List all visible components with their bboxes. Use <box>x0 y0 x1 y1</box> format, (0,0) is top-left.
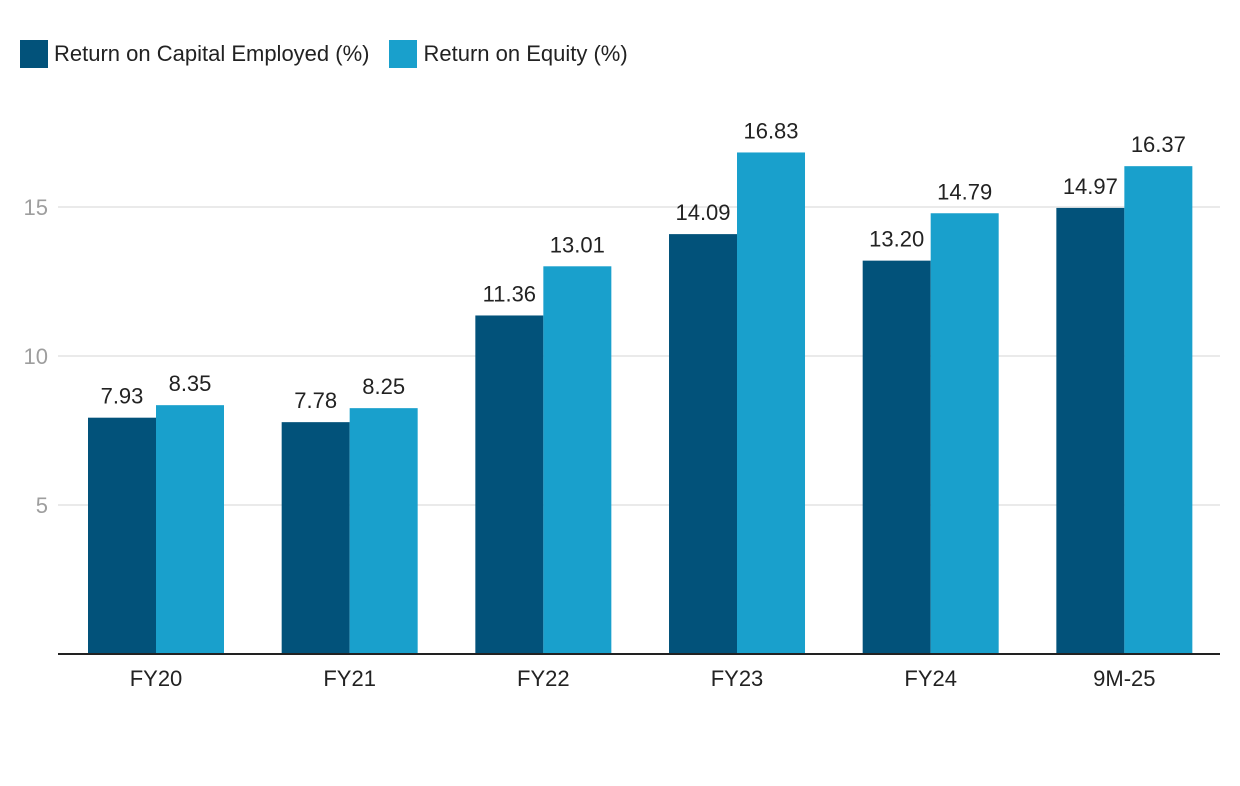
legend-label-roe: Return on Equity (%) <box>423 41 628 66</box>
legend: Return on Capital Employed (%) Return on… <box>20 40 648 68</box>
legend-swatch-roe <box>389 40 418 68</box>
data-label: 7.78 <box>294 388 337 413</box>
y-tick-label: 5 <box>36 493 48 518</box>
x-tick-label: FY23 <box>711 666 764 691</box>
legend-item-roe: Return on Equity (%) <box>389 40 628 68</box>
bar-roce-fy24 <box>862 260 931 654</box>
data-labels: 7.93 8.35 7.78 8.25 11.36 13.01 14.09 16.83 13.2… <box>101 118 1186 413</box>
data-label: 16.37 <box>1131 132 1186 157</box>
x-tick-label: FY22 <box>517 666 570 691</box>
legend-swatch-roce <box>20 40 48 68</box>
data-label: 14.09 <box>675 200 730 225</box>
bar-roe-fy20 <box>156 405 224 654</box>
bar-roe-fy23 <box>737 152 806 654</box>
bar-roce-fy22 <box>475 315 544 654</box>
x-tick-label: FY24 <box>904 666 957 691</box>
y-tick-label: 10 <box>24 344 48 369</box>
data-label: 8.25 <box>362 374 405 399</box>
legend-item-roce: Return on Capital Employed (%) <box>20 40 369 68</box>
bar-roe-fy22 <box>543 266 612 654</box>
data-label: 7.93 <box>101 384 144 409</box>
data-label: 14.97 <box>1063 174 1118 199</box>
bar-roce-fy23 <box>669 234 738 655</box>
data-label: 14.79 <box>937 179 992 204</box>
axes: 5 10 15 FY20 FY21 FY22 FY23 FY24 9M-25 <box>24 195 1220 691</box>
bar-roce-fy21 <box>281 422 350 654</box>
y-tick-label: 15 <box>24 195 48 220</box>
legend-label-roce: Return on Capital Employed (%) <box>54 41 370 66</box>
bars <box>88 152 1193 655</box>
bar-roce-9m-25 <box>1056 207 1125 655</box>
grid <box>58 206 1220 506</box>
bar-roce-fy20 <box>88 417 156 654</box>
data-label: 8.35 <box>169 371 212 396</box>
x-tick-label: 9M-25 <box>1093 666 1155 691</box>
data-label: 16.83 <box>743 118 798 143</box>
data-label: 11.36 <box>483 281 536 306</box>
data-label: 13.20 <box>869 227 924 252</box>
bar-roe-9m-25 <box>1124 166 1193 654</box>
x-tick-label: FY21 <box>323 666 376 691</box>
bar-roe-fy21 <box>349 408 418 654</box>
data-label: 13.01 <box>550 232 605 257</box>
x-tick-label: FY20 <box>130 666 183 691</box>
bar-roe-fy24 <box>930 213 999 654</box>
